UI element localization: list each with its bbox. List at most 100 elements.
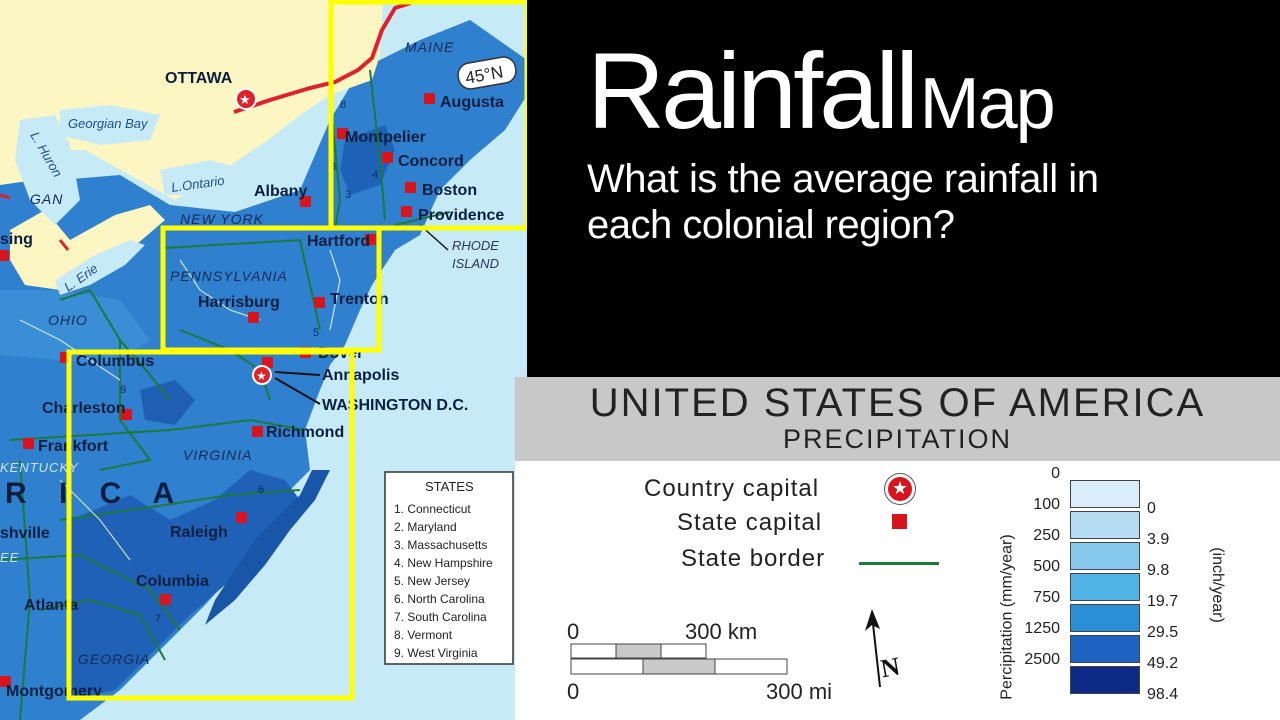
bin-color-swatch [1070,480,1140,508]
precipitation-legend: UNITED STATES OF AMERICA PRECIPITATION C… [515,377,1280,720]
border-lakes [0,193,70,251]
bin-mm-label: 750 [1033,589,1060,606]
lake-erie [55,240,145,295]
states-key-item-6: 6. North Carolina [394,592,485,606]
montpelier-label: Montpelier [345,129,426,146]
slide-question: What is the average rainfall in each col… [587,157,1099,247]
state-number-3: 3 [345,189,351,201]
scale-bar [570,643,788,675]
charleston-label: Charleston [42,400,126,417]
virginia-label: VIRGINIA [183,447,252,463]
nashville-label: shville [0,525,50,542]
bin-inch-label: 19.7 [1147,593,1179,610]
title-main: Rainfall [587,30,919,151]
washington-label: WASHINGTON D.C. [322,397,468,414]
bin-inch-label: 0 [1147,500,1156,517]
precipitation-map: Georgian Bay L. Huron L.Ontario L. Erie … [0,0,527,720]
state-number-8b: 8 [340,99,346,111]
states-key-box: STATES 1. Connecticut 2. Maryland 3. Mas… [384,471,514,665]
annapolis-label: Annapolis [322,367,399,384]
state-capital-key-label: State capital [677,509,823,536]
states-key-item-4: 4. New Hampshire [394,556,493,570]
bin-mm-label: 100 [1033,496,1060,513]
ottawa-label: OTTAWA [165,70,233,87]
bin-mm-label: 250 [1033,527,1060,544]
atlanta-label: Atlanta [24,597,78,614]
bin-color-swatch [1070,573,1140,601]
scale-mi-label: 300 mi [766,679,833,704]
augusta-label: Augusta [440,94,504,111]
frankfort-label: Frankfort [38,438,109,455]
bin-color-swatch [1070,635,1140,663]
state-number-5: 5 [313,327,319,339]
hartford-label: Hartford [307,233,370,250]
charleston-marker [121,409,132,420]
trenton-marker [314,297,325,308]
columbia-marker [160,594,171,605]
mm-axis-label: Percipitation (mm/year) [998,534,1016,700]
legend-header: UNITED STATES OF AMERICA PRECIPITATION [515,377,1280,461]
state-borders [0,69,451,720]
ottawa-star-icon: ★ [239,93,251,108]
albany-marker [300,196,311,207]
scale-km-label: 300 km [685,619,758,644]
providence-label: Providence [418,207,504,224]
bin-color-swatch [1070,666,1140,694]
bin-inch-label: 98.4 [1147,686,1179,703]
slide-title: Rainfall Map [587,28,1056,153]
region-highlights [66,0,527,701]
hartford-marker [365,234,376,245]
states-key-item-8: 8. Vermont [394,628,453,642]
wet-zone-coast [205,470,330,625]
states-key-item-1: 1. Connecticut [394,502,471,516]
frankfort-marker [23,438,34,449]
ee-label: EE [0,550,19,565]
state-capital-icon [892,514,907,529]
kentucky-label: KENTUCKY [0,460,79,475]
state-number-7: 7 [155,613,161,625]
country-capital-key-label: Country capital [644,475,820,502]
new-york-label: NEW YORK [180,211,264,227]
new-england-highlight [328,0,527,231]
bin-color-swatch [1070,511,1140,539]
rhode-island-label-1: RHODE [452,238,499,253]
states-key-item-2: 2. Maryland [394,520,457,534]
ottawa-capital-icon [235,88,257,110]
georgia-label: GEORGIA [78,651,150,667]
state-number-9: 9 [120,384,126,396]
states-key-title: STATES [425,479,474,494]
title-suffix: Map [919,64,1056,144]
wet-zone-southeast [70,470,300,700]
scale-km-zero: 0 [567,619,580,644]
boston-label: Boston [422,182,477,199]
city-markers: ★ OTTAWA Augusta Montpelier Concord Alba… [0,70,504,700]
southern-colonies-highlight [66,349,355,701]
dry-zone-ohio [0,290,150,365]
washington-capital-icon [252,365,272,385]
augusta-marker [424,93,435,104]
bin-inch-label: 29.5 [1147,624,1179,641]
bin-inch-label: 3.9 [1147,531,1170,548]
america-label: R I C A [5,477,186,510]
montgomery-marker [0,676,11,687]
bin-inch-label: 9.8 [1147,562,1170,579]
columbia-label: Columbia [136,573,209,590]
pennsylvania-label: PENNSYLVANIA [170,268,288,284]
concord-marker [382,152,393,163]
ohio-label: OHIO [48,312,88,328]
state-number-6: 6 [258,484,264,496]
raleigh-marker [236,512,247,523]
harrisburg-label: Harrisburg [198,294,280,311]
annapolis-marker [262,357,273,368]
inch-axis-label: (inch/year) [1208,547,1226,623]
state-border-icon [859,562,939,565]
providence-marker [401,206,412,217]
scale-mi-zero: 0 [567,679,580,704]
lake-ontario-label: L.Ontario [170,173,225,195]
columbus-marker [60,352,71,363]
bin-mm-label: 500 [1033,558,1060,575]
bin-color-swatch [1070,604,1140,632]
states-key-item-7: 7. South Carolina [394,610,487,624]
washington-star-icon: ★ [256,369,267,383]
wet-zone-appalachia [140,380,195,425]
